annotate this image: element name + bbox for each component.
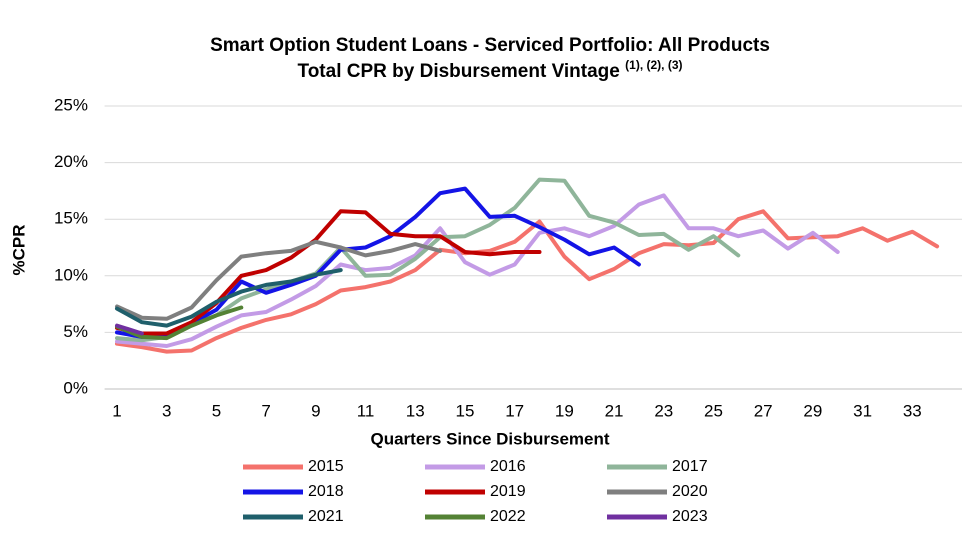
legend-label: 2017	[672, 458, 708, 475]
y-tick-label: 15%	[54, 209, 88, 228]
legend-label: 2016	[490, 458, 526, 475]
y-tick-label: 0%	[63, 378, 88, 397]
x-tick-label: 31	[853, 401, 872, 420]
x-tick-label: 27	[754, 401, 773, 420]
y-tick-label: 20%	[54, 152, 88, 171]
x-tick-label: 19	[555, 401, 574, 420]
x-axis-label: Quarters Since Disbursement	[370, 429, 609, 448]
subtitle-text: Total CPR by Disbursement Vintage	[298, 61, 620, 82]
x-tick-label: 23	[654, 401, 673, 420]
series-line	[115, 193, 840, 348]
x-tick-label: 21	[605, 401, 624, 420]
series-line	[115, 209, 542, 336]
series-line	[115, 239, 443, 321]
x-tick-label: 13	[406, 401, 425, 420]
x-tick-label: 25	[704, 401, 723, 420]
series-line	[115, 209, 940, 354]
subtitle-note: (1), (2), (3)	[625, 58, 682, 72]
series-line	[115, 268, 343, 328]
x-tick-label: 7	[261, 401, 270, 420]
x-tick-label: 15	[455, 401, 474, 420]
chart-title: Smart Option Student Loans - Serviced Po…	[210, 35, 770, 56]
x-tick-label: 3	[162, 401, 171, 420]
series-line	[115, 305, 244, 341]
legend-label: 2018	[308, 483, 344, 500]
legend-label: 2020	[672, 483, 708, 500]
y-axis-label: %CPR	[9, 224, 28, 275]
x-tick-label: 29	[803, 401, 822, 420]
chart-subtitle: Total CPR by Disbursement Vintage (1), (…	[298, 58, 683, 82]
x-tick-label: 9	[311, 401, 320, 420]
legend-label: 2021	[308, 508, 344, 525]
x-tick-label: 33	[903, 401, 922, 420]
x-tick-label: 5	[212, 401, 221, 420]
x-tick-label: 1	[112, 401, 121, 420]
legend-label: 2015	[308, 458, 344, 475]
y-tick-label: 25%	[54, 95, 88, 114]
y-tick-label: 5%	[63, 322, 88, 341]
y-tick-label: 10%	[54, 265, 88, 284]
series-line	[115, 186, 641, 339]
legend-label: 2023	[672, 508, 708, 525]
legend-label: 2022	[490, 508, 526, 525]
series-line	[115, 323, 144, 336]
x-tick-label: 11	[357, 401, 375, 420]
x-tick-label: 17	[505, 401, 524, 420]
legend-label: 2019	[490, 483, 526, 500]
